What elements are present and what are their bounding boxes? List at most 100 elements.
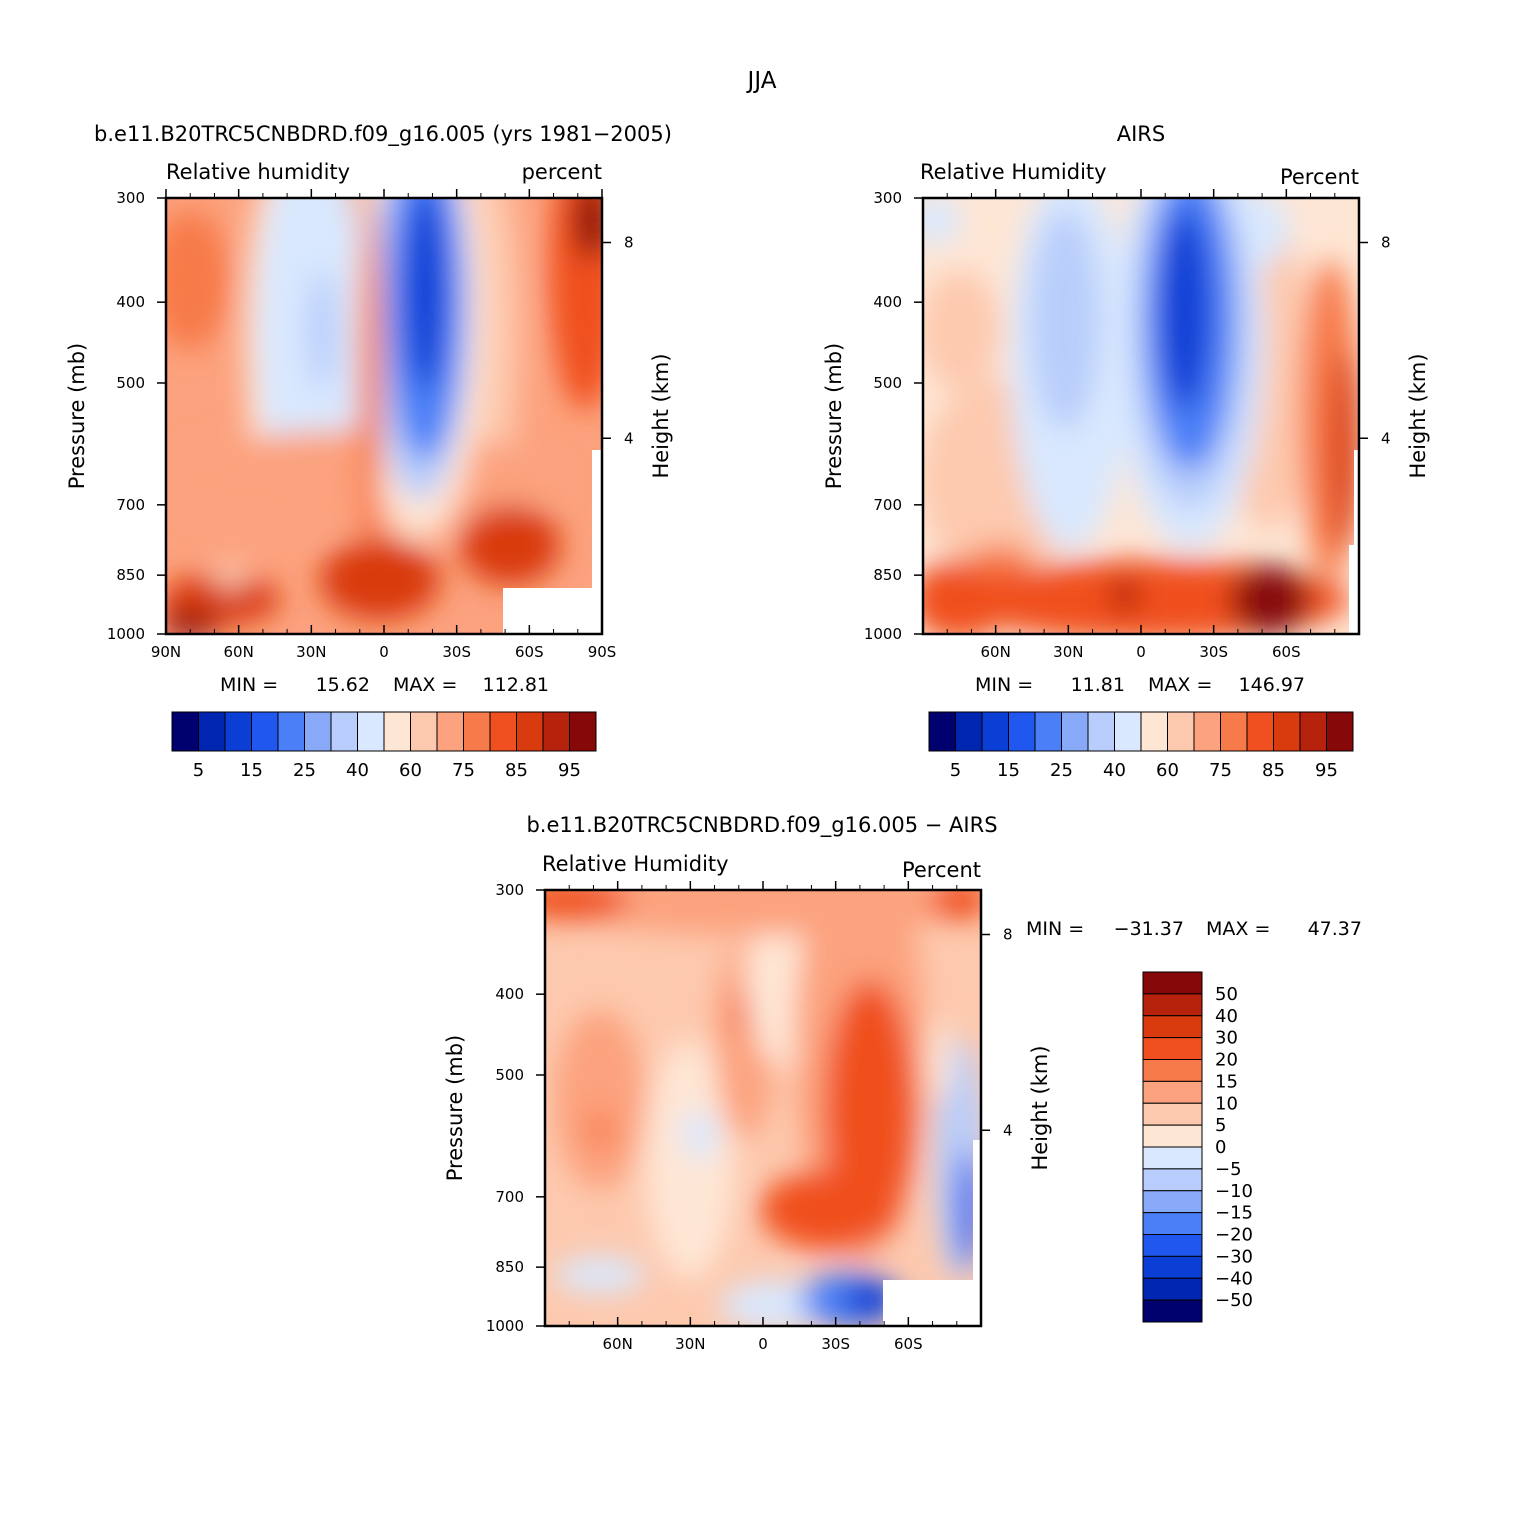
panel-title: b.e11.B20TRC5CNBDRD.f09_g16.005 (yrs 198…: [94, 122, 672, 147]
colorbar-swatch: [928, 711, 956, 752]
panel-title: AIRS: [1117, 122, 1165, 146]
y-tick-label: 300: [116, 189, 145, 207]
colorbar-swatch: [1142, 1168, 1203, 1192]
colorbar-swatch: [1193, 711, 1221, 752]
x-tick-label: 30S: [1199, 643, 1228, 661]
colorbar-label: 25: [293, 760, 316, 781]
max-value: 112.81: [483, 674, 549, 696]
colorbar-swatch: [1142, 993, 1203, 1017]
variable-label: Relative humidity: [166, 160, 350, 184]
max-label: MAX =: [1206, 918, 1270, 940]
colorbar-label: 85: [1262, 760, 1285, 781]
max-label: MAX =: [393, 674, 457, 696]
colorbar-label: 40: [346, 760, 369, 781]
x-tick-label: 60N: [981, 643, 1011, 661]
y-tick-label: 850: [116, 566, 145, 584]
colorbar-label: −30: [1215, 1246, 1253, 1267]
colorbar-swatch: [410, 711, 438, 752]
variable-label: Relative Humidity: [920, 160, 1107, 184]
y-axis-label: Pressure (mb): [65, 343, 89, 490]
y2-tick-label: 8: [1381, 234, 1391, 252]
axes: 60N 30N 0 30S 60S 300 400 500 700 850 1000 8 4: [864, 189, 1391, 661]
y-tick-label: 500: [495, 1066, 524, 1084]
x-tick-label: 30S: [442, 643, 471, 661]
colorbar-swatch: [277, 711, 305, 752]
y-tick-label: 400: [116, 293, 145, 311]
colorbar-swatch: [304, 711, 332, 752]
colorbar-swatch: [1034, 711, 1062, 752]
max-label: MAX =: [1148, 674, 1212, 696]
colorbar-swatch: [463, 711, 491, 752]
colorbar-swatch: [251, 711, 279, 752]
min-value: −31.37: [1114, 918, 1184, 940]
colorbar-label: 60: [1156, 760, 1179, 781]
colorbar-label: 25: [1050, 760, 1073, 781]
colorbar-label: 5: [1215, 1115, 1226, 1136]
colorbar-swatch: [1167, 711, 1195, 752]
colorbar-swatch: [1299, 711, 1327, 752]
figure-title: JJA: [746, 68, 777, 94]
x-tick-label: 30S: [821, 1335, 850, 1353]
colorbar-label: 95: [1315, 760, 1338, 781]
x-tick-label: 60S: [515, 643, 544, 661]
contour-field: [923, 198, 1359, 634]
colorbar-label: −10: [1215, 1181, 1253, 1202]
colorbar-swatch: [955, 711, 983, 752]
y2-tick-label: 4: [624, 429, 634, 447]
colorbar-swatch: [1326, 711, 1354, 752]
panel-model: b.e11.B20TRC5CNBDRD.f09_g16.005 (yrs 198…: [65, 122, 673, 781]
panel-difference: b.e11.B20TRC5CNBDRD.f09_g16.005 − AIRS R…: [443, 813, 1362, 1353]
colorbar-label: 10: [1215, 1093, 1238, 1114]
colorbar-swatch: [1142, 1015, 1203, 1039]
x-tick-label: 60N: [603, 1335, 633, 1353]
x-tick-label: 60N: [224, 643, 254, 661]
max-value: 47.37: [1308, 918, 1362, 940]
y-tick-label: 850: [495, 1258, 524, 1276]
axes: 60N 30N 0 30S 60S 300 400 500 700 850 1000 8 4: [486, 881, 1013, 1353]
colorbar-swatch: [1142, 1277, 1203, 1301]
colorbar-label: 40: [1103, 760, 1126, 781]
colorbar-swatch: [1140, 711, 1168, 752]
x-tick-label: 60S: [894, 1335, 923, 1353]
y2-tick-label: 8: [1003, 926, 1013, 944]
y-tick-label: 400: [495, 985, 524, 1003]
colorbar-label: 5: [950, 760, 961, 781]
colorbar-label: 85: [505, 760, 528, 781]
colorbar-label: 20: [1215, 1050, 1238, 1071]
colorbar-swatch: [1142, 1059, 1203, 1082]
colorbar-swatch: [1142, 1102, 1203, 1126]
axes: 90N 60N 30N 0 30S 60S 90S 300 400 500 700 850 1000 8 4: [107, 189, 634, 661]
y-axis-label: Pressure (mb): [822, 343, 846, 490]
colorbar-label: 0: [1215, 1137, 1226, 1158]
colorbar-swatch: [1142, 1299, 1203, 1323]
x-tick-label: 90S: [588, 643, 617, 661]
colorbar-label: 15: [1215, 1071, 1238, 1092]
panel-airs: AIRS Relative Humidity Percent: [822, 122, 1430, 781]
x-tick-label: 0: [758, 1335, 768, 1353]
y2-axis-label: Height (km): [649, 353, 673, 478]
contour-field: [166, 198, 602, 634]
contour-field: [545, 890, 981, 1326]
y-tick-label: 300: [495, 881, 524, 899]
y-tick-label: 500: [873, 374, 902, 392]
y-tick-label: 1000: [107, 625, 145, 643]
colorbar-swatch: [1220, 711, 1248, 752]
colorbar-swatch: [1061, 711, 1089, 752]
colorbar-label: −50: [1215, 1290, 1253, 1311]
units-label: Percent: [1280, 165, 1359, 189]
x-tick-label: 90N: [151, 643, 181, 661]
colorbar-swatch: [1142, 1146, 1203, 1170]
y2-tick-label: 8: [624, 234, 634, 252]
colorbar-swatch: [569, 711, 597, 752]
colorbar-swatch: [1142, 1080, 1203, 1104]
x-tick-label: 0: [1136, 643, 1146, 661]
y2-axis-label: Height (km): [1406, 353, 1430, 478]
colorbar-swatch: [383, 711, 411, 752]
colorbar-label: −15: [1215, 1203, 1253, 1224]
y-tick-label: 1000: [864, 625, 902, 643]
colorbar-label: 95: [558, 760, 581, 781]
y2-tick-label: 4: [1381, 429, 1391, 447]
colorbar-label: −40: [1215, 1268, 1253, 1289]
